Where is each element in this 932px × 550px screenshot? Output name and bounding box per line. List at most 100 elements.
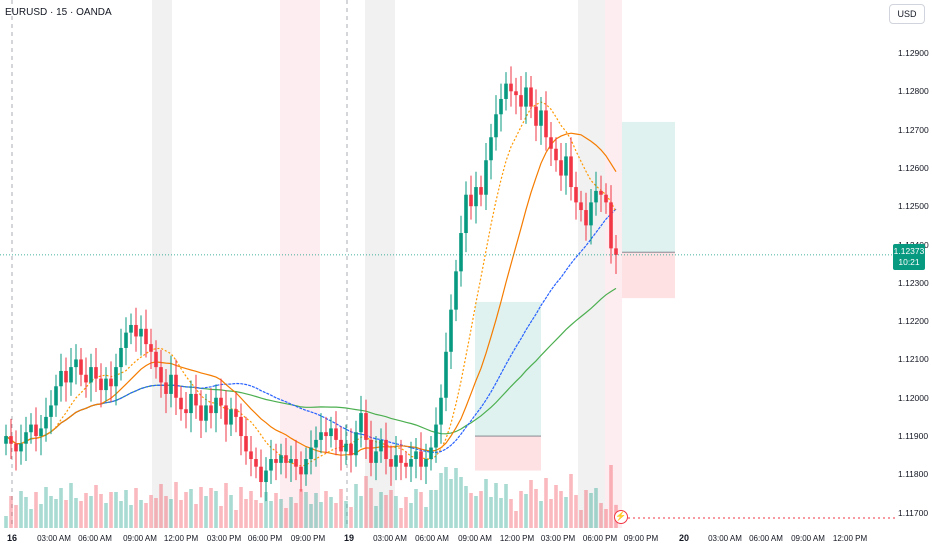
candle-body xyxy=(539,110,543,126)
volume-bar xyxy=(84,493,88,528)
volume-bar xyxy=(69,483,73,528)
candle-body xyxy=(339,439,343,452)
volume-bar xyxy=(59,488,63,528)
volume-bar xyxy=(164,496,168,528)
candle-body xyxy=(264,470,268,483)
volume-bar xyxy=(229,495,233,528)
candle-body xyxy=(34,424,38,437)
candle-body xyxy=(224,405,228,425)
price-tick: 1.12900 xyxy=(898,47,929,58)
price-tick: 1.12700 xyxy=(898,124,929,135)
volume-bar xyxy=(494,483,498,528)
candle-body xyxy=(589,202,593,226)
price-tick: 1.12200 xyxy=(898,316,929,327)
volume-bar xyxy=(394,496,398,528)
candle-body xyxy=(399,455,403,463)
candle-body xyxy=(614,248,618,255)
candle-body xyxy=(554,148,558,161)
candle-body xyxy=(169,374,173,394)
candle-body xyxy=(354,432,358,456)
time-tick: 12:00 PM xyxy=(499,534,535,543)
price-tick: 1.12300 xyxy=(898,277,929,288)
volume-bar xyxy=(409,503,413,528)
volume-bar xyxy=(54,499,58,528)
volume-bar xyxy=(424,507,428,528)
volume-bar xyxy=(214,491,218,528)
candle-body xyxy=(409,459,413,467)
time-tick: 03:00 AM xyxy=(708,534,742,543)
volume-bar xyxy=(344,501,348,528)
candle-body xyxy=(209,405,213,414)
volume-bar xyxy=(14,505,18,528)
volume-bar xyxy=(234,510,238,528)
volume-bar xyxy=(259,503,263,528)
volume-bar xyxy=(139,500,143,528)
candle-body xyxy=(584,210,588,226)
volume-bar xyxy=(479,491,483,528)
volume-bar xyxy=(34,492,38,528)
candle-body xyxy=(404,462,408,467)
candle-body xyxy=(279,455,283,463)
volume-bar xyxy=(24,497,28,528)
volume-bar xyxy=(574,495,578,528)
time-tick: 03:00 PM xyxy=(540,534,576,543)
volume-bar xyxy=(469,493,473,528)
price-tick: 1.12100 xyxy=(898,354,929,365)
candle-body xyxy=(559,160,563,176)
candle-body xyxy=(179,397,183,410)
price-tick: 1.11700 xyxy=(898,507,929,518)
volume-bar xyxy=(549,499,553,528)
volume-bar xyxy=(444,467,448,528)
time-tick: 12:00 PM xyxy=(163,534,199,543)
candle-body xyxy=(414,451,418,460)
volume-bar xyxy=(459,477,463,528)
currency-button[interactable]: USD xyxy=(889,4,925,24)
volume-bar xyxy=(589,493,593,528)
candle-body xyxy=(459,233,463,272)
candle-body xyxy=(269,459,273,471)
volume-bar xyxy=(39,504,43,528)
volume-bar xyxy=(4,516,8,528)
time-axis[interactable]: 16 03:00 AM 06:00 AM 09:00 AM 12:00 PM 03:00 … xyxy=(0,528,896,550)
candle-body xyxy=(434,424,438,448)
volume-bar xyxy=(569,474,573,528)
session-band xyxy=(152,0,172,528)
candle-body xyxy=(599,190,603,195)
candle-body xyxy=(54,386,58,406)
volume-bar xyxy=(174,482,178,528)
position-target-zone xyxy=(622,121,675,253)
chart-canvas[interactable] xyxy=(0,0,896,528)
last-price-badge[interactable]: 1.12373 10:21 xyxy=(893,244,925,270)
lightning-icon[interactable]: ⚡ xyxy=(614,510,628,524)
candle-body xyxy=(299,466,303,475)
price-tick: 1.12000 xyxy=(898,392,929,403)
volume-bar xyxy=(544,478,548,528)
candle-body xyxy=(19,443,23,452)
candle-body xyxy=(129,324,133,333)
volume-bar xyxy=(514,511,518,528)
symbol-title[interactable]: EURUSD · 15 · OANDA xyxy=(5,7,112,18)
candle-body xyxy=(134,324,138,337)
price-tick: 1.12500 xyxy=(898,201,929,212)
candle-body xyxy=(139,328,143,337)
volume-bar xyxy=(154,498,158,528)
time-tick: 20 xyxy=(678,533,690,543)
candle-body xyxy=(234,409,238,417)
volume-bar xyxy=(564,497,568,528)
candle-body xyxy=(384,439,388,460)
candle-body xyxy=(474,187,478,207)
volume-bar xyxy=(119,501,123,528)
candle-body xyxy=(29,424,33,433)
volume-bar xyxy=(64,500,68,528)
session-band xyxy=(605,0,622,528)
volume-bar xyxy=(254,500,258,528)
candle-body xyxy=(319,432,323,440)
volume-bar xyxy=(49,496,53,528)
volume-bar xyxy=(484,479,488,528)
volume-bar xyxy=(134,488,138,528)
volume-bar xyxy=(314,493,318,528)
candle-body xyxy=(329,428,333,437)
candle-body xyxy=(219,397,223,406)
last-price-value: 1.12373 xyxy=(893,246,925,256)
